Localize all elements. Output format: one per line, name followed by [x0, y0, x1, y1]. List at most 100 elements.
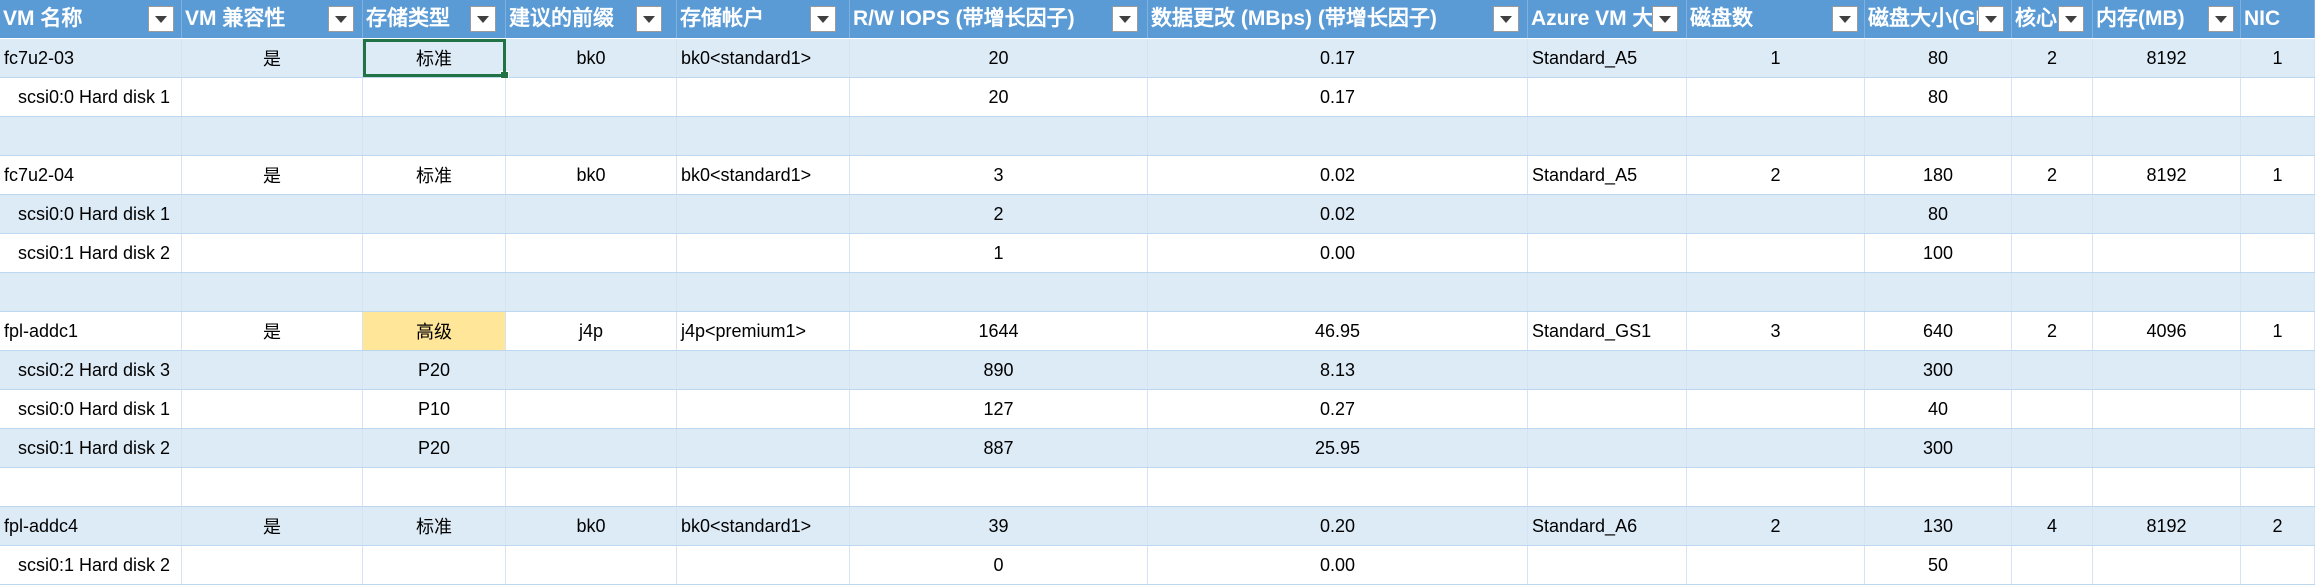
cell[interactable] [1687, 468, 1865, 506]
cell[interactable]: fpl-addc1 [0, 312, 182, 350]
cell[interactable] [182, 468, 363, 506]
cell[interactable]: 1 [2241, 39, 2315, 77]
cell[interactable]: 标准 [363, 507, 506, 545]
column-header-4[interactable]: 建议的前缀 [506, 0, 677, 38]
cell[interactable] [363, 117, 506, 155]
cell[interactable] [1528, 234, 1687, 272]
cell[interactable] [2241, 429, 2315, 467]
cell[interactable] [2241, 117, 2315, 155]
cell[interactable] [1687, 429, 1865, 467]
column-header-5[interactable]: 存储帐户 [677, 0, 850, 38]
cell[interactable]: 是 [182, 312, 363, 350]
cell[interactable] [0, 273, 182, 311]
column-header-10[interactable]: 磁盘大小(GB) [1865, 0, 2012, 38]
cell[interactable]: 40 [1865, 390, 2012, 428]
cell[interactable]: 0.00 [1148, 546, 1528, 584]
cell[interactable]: 130 [1865, 507, 2012, 545]
selected-cell[interactable]: 标准 [363, 39, 506, 77]
cell[interactable] [182, 117, 363, 155]
cell[interactable] [1687, 546, 1865, 584]
filter-dropdown-button[interactable] [1832, 6, 1858, 32]
cell[interactable]: scsi0:1 Hard disk 2 [0, 429, 182, 467]
cell[interactable] [506, 546, 677, 584]
cell[interactable]: 是 [182, 39, 363, 77]
cell[interactable] [2093, 78, 2241, 116]
cell[interactable]: fpl-addc4 [0, 507, 182, 545]
cell[interactable]: fc7u2-03 [0, 39, 182, 77]
cell[interactable]: 20 [850, 39, 1148, 77]
cell[interactable]: Standard_A5 [1528, 156, 1687, 194]
cell[interactable] [2012, 429, 2093, 467]
cell[interactable]: 0.27 [1148, 390, 1528, 428]
cell[interactable]: scsi0:0 Hard disk 1 [0, 390, 182, 428]
cell[interactable]: 2 [2012, 156, 2093, 194]
cell[interactable] [1687, 195, 1865, 233]
cell[interactable] [850, 117, 1148, 155]
cell[interactable] [1687, 78, 1865, 116]
cell[interactable]: 0.17 [1148, 39, 1528, 77]
cell[interactable] [506, 234, 677, 272]
cell[interactable] [2012, 273, 2093, 311]
cell[interactable] [1528, 78, 1687, 116]
cell[interactable]: bk0 [506, 39, 677, 77]
cell[interactable] [2241, 195, 2315, 233]
cell[interactable] [677, 195, 850, 233]
cell[interactable]: 1644 [850, 312, 1148, 350]
cell[interactable] [677, 234, 850, 272]
column-header-6[interactable]: R/W IOPS (带增长因子) [850, 0, 1148, 38]
cell[interactable] [363, 195, 506, 233]
cell[interactable]: fc7u2-04 [0, 156, 182, 194]
cell[interactable]: 25.95 [1148, 429, 1528, 467]
cell[interactable]: Standard_A6 [1528, 507, 1687, 545]
cell[interactable] [2241, 468, 2315, 506]
cell[interactable]: 1 [2241, 312, 2315, 350]
cell[interactable]: 127 [850, 390, 1148, 428]
cell[interactable]: 80 [1865, 78, 2012, 116]
cell[interactable]: scsi0:0 Hard disk 1 [0, 78, 182, 116]
cell[interactable] [2093, 234, 2241, 272]
cell[interactable] [1687, 273, 1865, 311]
column-header-13[interactable]: NIC [2241, 0, 2315, 38]
cell[interactable] [182, 351, 363, 389]
cell[interactable] [1528, 195, 1687, 233]
cell[interactable] [1687, 351, 1865, 389]
cell[interactable]: 300 [1865, 429, 2012, 467]
filter-dropdown-button[interactable] [636, 6, 662, 32]
cell[interactable] [506, 468, 677, 506]
cell[interactable] [182, 195, 363, 233]
cell[interactable]: 2 [2012, 312, 2093, 350]
cell[interactable] [2093, 468, 2241, 506]
column-header-8[interactable]: Azure VM 大小 [1528, 0, 1687, 38]
cell[interactable]: 1 [2241, 156, 2315, 194]
cell[interactable] [2241, 351, 2315, 389]
cell[interactable]: 是 [182, 507, 363, 545]
cell[interactable] [506, 78, 677, 116]
filter-dropdown-button[interactable] [1978, 6, 2004, 32]
cell[interactable] [1687, 117, 1865, 155]
cell[interactable] [1528, 390, 1687, 428]
cell[interactable]: 2 [1687, 156, 1865, 194]
cell[interactable] [506, 351, 677, 389]
cell[interactable]: 1 [1687, 39, 1865, 77]
cell[interactable] [182, 390, 363, 428]
cell[interactable] [677, 546, 850, 584]
cell[interactable]: 0.20 [1148, 507, 1528, 545]
cell[interactable] [1865, 468, 2012, 506]
cell[interactable]: 2 [850, 195, 1148, 233]
cell[interactable]: j4p [506, 312, 677, 350]
cell[interactable]: 890 [850, 351, 1148, 389]
cell[interactable]: 20 [850, 78, 1148, 116]
cell[interactable] [677, 351, 850, 389]
cell[interactable]: 2 [2012, 39, 2093, 77]
cell[interactable] [363, 546, 506, 584]
column-header-1[interactable]: VM 名称 [0, 0, 182, 38]
cell[interactable] [1148, 273, 1528, 311]
cell[interactable] [2012, 468, 2093, 506]
filter-dropdown-button[interactable] [148, 6, 174, 32]
cell[interactable] [2012, 390, 2093, 428]
cell[interactable] [2241, 390, 2315, 428]
cell[interactable] [677, 117, 850, 155]
cell[interactable]: bk0 [506, 507, 677, 545]
cell[interactable] [1528, 468, 1687, 506]
filter-dropdown-button[interactable] [1112, 6, 1138, 32]
